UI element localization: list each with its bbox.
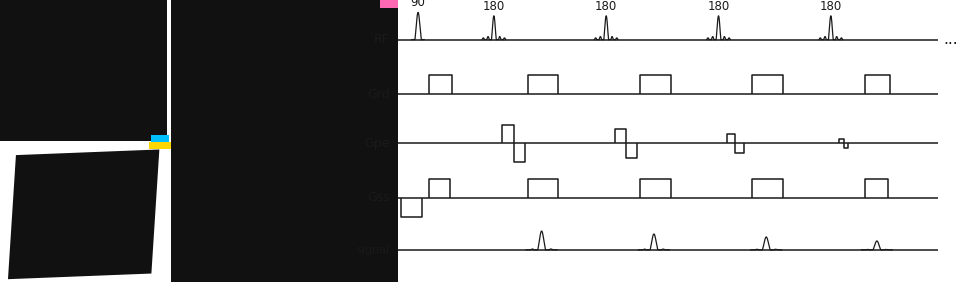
Text: 180: 180: [820, 0, 842, 13]
Text: 180: 180: [595, 0, 617, 13]
Text: 90: 90: [411, 0, 425, 9]
Text: Gss: Gss: [368, 191, 390, 204]
Polygon shape: [8, 149, 159, 279]
Text: Gpe: Gpe: [365, 137, 390, 150]
Text: 180: 180: [483, 0, 505, 13]
Bar: [152, 135, 169, 142]
Text: signal: signal: [357, 245, 390, 255]
Text: ...: ...: [943, 32, 958, 47]
Bar: [380, 0, 398, 8]
Bar: [171, 0, 398, 282]
Bar: [150, 142, 171, 149]
Bar: [152, 135, 169, 142]
Text: Grd: Grd: [368, 87, 390, 100]
Text: RF: RF: [374, 33, 390, 46]
Text: 180: 180: [708, 0, 730, 13]
Bar: [0, 0, 167, 141]
